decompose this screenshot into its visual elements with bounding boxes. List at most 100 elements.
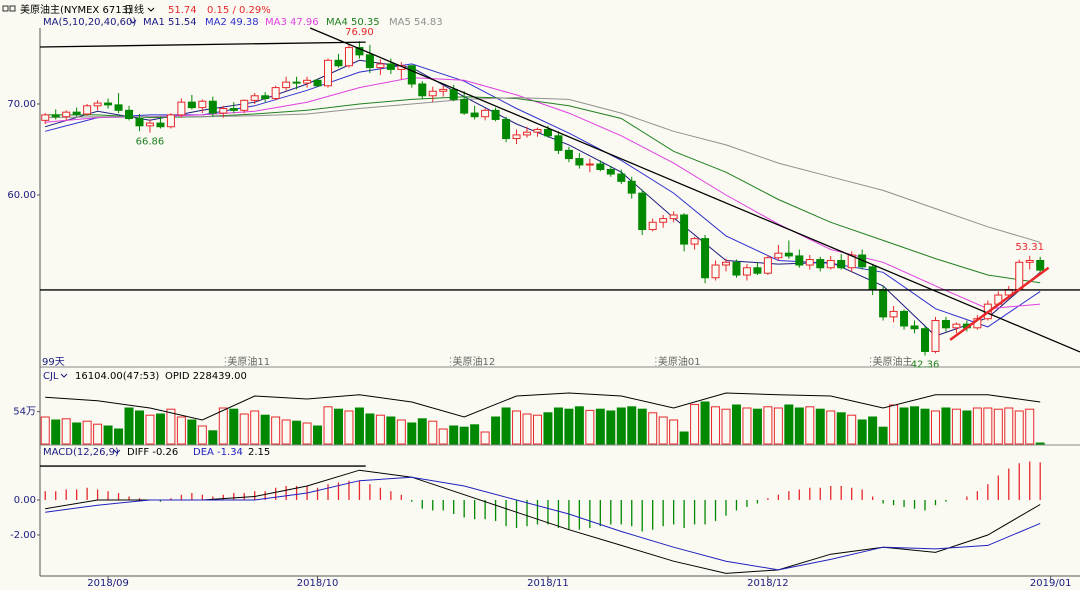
candle-body [627, 180, 636, 194]
volume-bar [93, 423, 103, 445]
volume-bar [815, 408, 825, 445]
candle-body [638, 192, 647, 231]
candle-body [365, 54, 374, 69]
volume-bar [972, 407, 982, 445]
candle-body [742, 267, 751, 276]
candle-body [229, 108, 238, 111]
candle-body [72, 111, 81, 115]
period[interactable]: 日线 [124, 3, 144, 16]
volume-bar [889, 404, 899, 445]
volume-bar [417, 418, 427, 445]
candle-body [41, 114, 50, 121]
volume-bar [114, 428, 124, 445]
candle-body [711, 264, 720, 279]
candle-body [774, 252, 783, 259]
candle-body [93, 102, 102, 107]
contract-label: 美原油11 [227, 355, 270, 368]
volume-bar [951, 408, 961, 445]
volume-bar [941, 407, 951, 445]
volume-bar [459, 426, 469, 445]
volume-bar [166, 408, 176, 445]
candle-body [701, 238, 710, 279]
volume-bar [40, 416, 50, 445]
volume-bar [491, 416, 501, 445]
legend-entry: DEA -1.34 [193, 447, 243, 458]
volume-bar [878, 426, 888, 445]
indicator-line [45, 469, 1041, 574]
candle-body [407, 65, 416, 85]
candle-body [795, 255, 804, 266]
candle-body [879, 289, 888, 318]
volume-bar [616, 407, 626, 445]
candle-body [753, 267, 762, 274]
volume-bar [218, 407, 228, 445]
volume-bar [805, 406, 815, 445]
volume-bar [993, 408, 1003, 445]
trend-line [39, 41, 366, 48]
volume-bar [480, 431, 490, 445]
candle-body [208, 100, 217, 114]
candle-body [606, 168, 615, 175]
price-label: 53.31 [1015, 242, 1044, 253]
volume-bar [606, 410, 616, 445]
candle-body [585, 163, 594, 166]
candle-body [439, 88, 448, 92]
volume-bar [145, 414, 155, 445]
volume-bar [836, 412, 846, 445]
candle-body [324, 59, 333, 87]
volume-bar [72, 422, 82, 445]
volume-bar [742, 407, 752, 445]
candle-body [669, 214, 678, 220]
volume-bar [134, 410, 144, 445]
candle-body [376, 63, 385, 69]
dropdown[interactable] [147, 7, 155, 12]
candle-body [690, 238, 699, 245]
volume-bar [731, 404, 741, 445]
dropdown[interactable] [60, 373, 68, 378]
dropdown[interactable] [113, 449, 121, 454]
price-label: 66.86 [136, 137, 165, 148]
volume-bar [375, 414, 385, 445]
candle-body [261, 95, 270, 100]
candle-body [732, 261, 741, 276]
candle-body [177, 101, 186, 116]
candle-body [512, 134, 521, 140]
change: 0.15 / 0.29% [207, 5, 271, 16]
volume-bar [585, 409, 595, 445]
volume-bar [1035, 442, 1045, 445]
icon[interactable] [9, 5, 16, 12]
volume-bar [313, 425, 323, 445]
volume-bar [721, 408, 731, 445]
candle-body [680, 214, 689, 245]
volume-bar [532, 414, 542, 445]
volume-bar [700, 401, 710, 445]
dropdown[interactable] [129, 19, 137, 24]
volume-bar [354, 407, 364, 445]
candle-body [543, 128, 552, 137]
volume-title: CJL [43, 371, 59, 382]
trend-line [949, 266, 1050, 341]
candle-body [282, 81, 291, 89]
legend-entry: MA2 49.38 [205, 17, 259, 28]
volume-bar [962, 410, 972, 445]
volume-bar [763, 406, 773, 445]
candle-body [460, 98, 469, 114]
candle-body [659, 218, 668, 223]
candle-body [114, 104, 123, 111]
candle-body [910, 325, 919, 330]
volume-bar [627, 406, 637, 445]
candle-body [125, 109, 134, 120]
volume-bar [690, 403, 700, 445]
icon[interactable] [2, 5, 9, 12]
volume-bar [292, 420, 302, 445]
contract-label: 美原油01 [658, 355, 701, 368]
price: 51.74 [168, 5, 197, 16]
volume-bar [522, 413, 532, 445]
candle-body [805, 259, 814, 266]
volume-bar [302, 422, 312, 445]
volume-bar [679, 431, 689, 445]
candle-body [533, 128, 542, 133]
volume-bar [176, 416, 186, 445]
